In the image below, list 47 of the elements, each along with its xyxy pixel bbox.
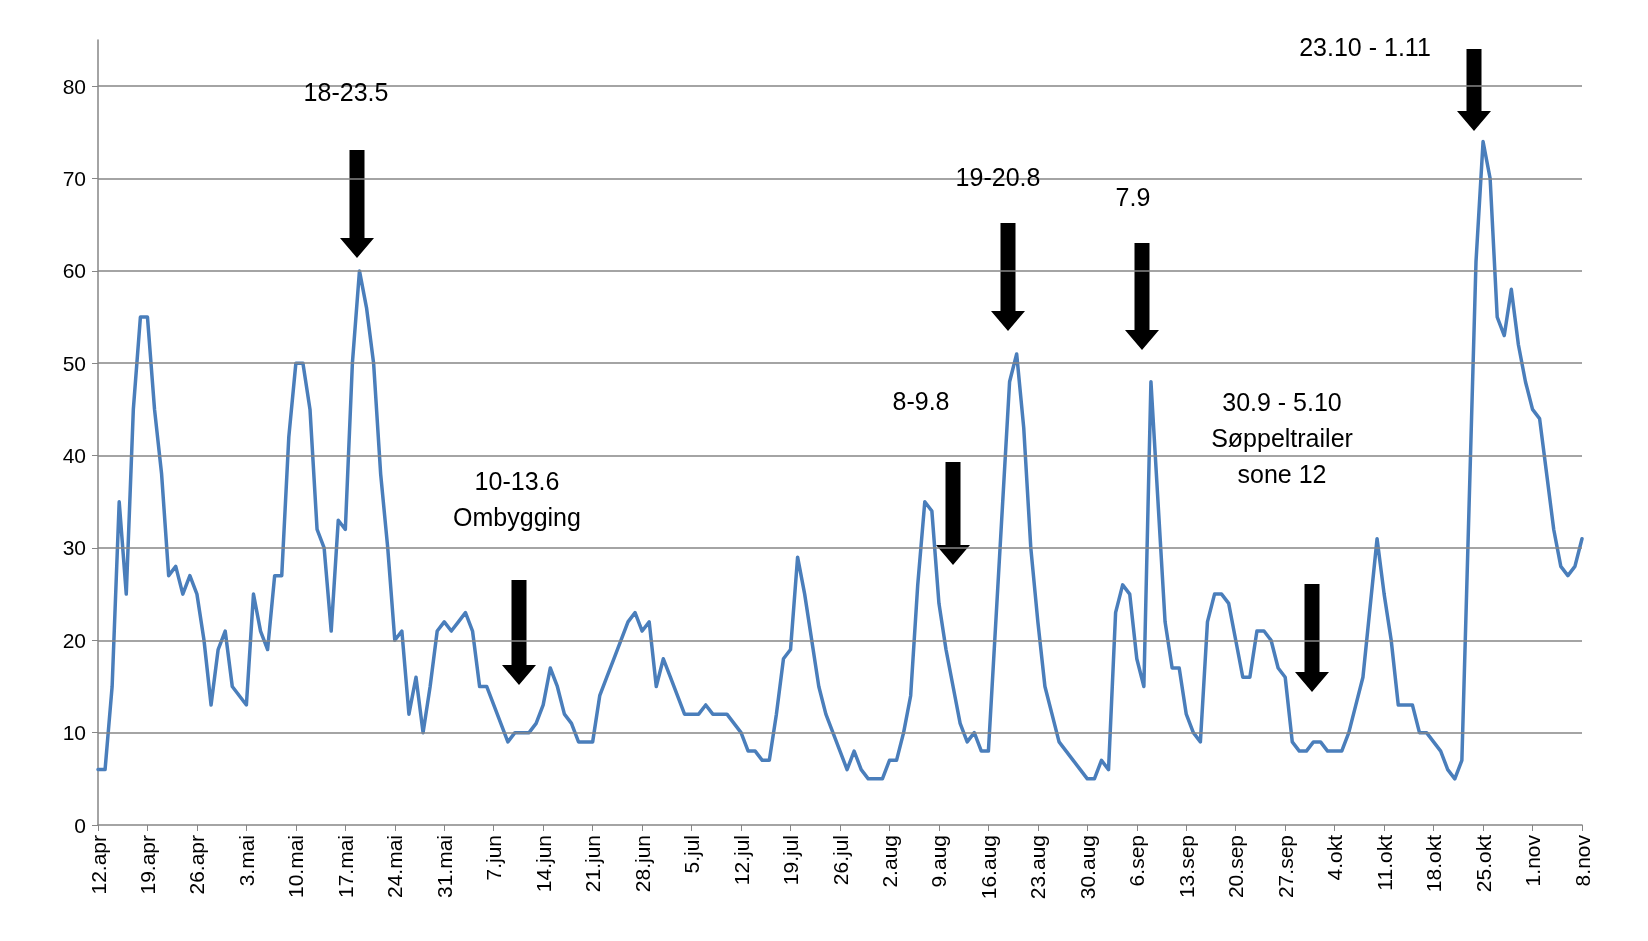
annotation: 7.9 — [1115, 182, 1151, 213]
x-tick-label: 9.aug — [927, 835, 951, 888]
x-tick-label: 26.apr — [185, 835, 209, 895]
annotation: 23.10 - 1.11 — [1299, 32, 1431, 63]
x-tick-label: 28.jun — [630, 835, 654, 893]
x-tick-label: 2.aug — [877, 835, 901, 888]
annotation: 19-20.8 — [955, 162, 1041, 193]
x-tick-label: 20.sep — [1224, 835, 1248, 899]
x-tick-label: 14.jun — [531, 835, 555, 893]
x-tick-label: 21.jun — [581, 835, 605, 893]
x-tick-label: 26.jul — [828, 835, 852, 886]
x-tick-label: 1.nov — [1521, 834, 1545, 887]
x-tick-label: 19.jul — [779, 835, 803, 886]
x-tick-label: 31.mai — [432, 835, 456, 899]
x-tick-label: 13.sep — [1174, 835, 1198, 899]
x-tick-label: 6.sep — [1125, 835, 1149, 887]
x-tick-label: 19.apr — [135, 835, 159, 895]
x-tick-label: 23.aug — [1026, 835, 1050, 900]
x-tick-label: 11.okt — [1372, 834, 1396, 891]
x-tick-label: 27.sep — [1273, 835, 1297, 899]
annotation: 8-9.8 — [892, 386, 950, 417]
y-tick-label: 30 — [62, 536, 86, 560]
y-tick-label: 80 — [62, 74, 86, 98]
y-tick-label: 10 — [62, 721, 86, 745]
x-tick-label: 12.jul — [729, 835, 753, 886]
x-tick-label: 24.mai — [383, 835, 407, 899]
y-tick-label: 0 — [74, 813, 86, 837]
annotation: 10-13.6 Ombygging — [453, 466, 581, 533]
x-tick-label: 25.okt — [1471, 834, 1495, 893]
x-tick-label: 16.aug — [976, 835, 1000, 900]
x-tick-label: 4.okt — [1323, 834, 1347, 881]
y-tick-label: 70 — [62, 167, 86, 191]
x-tick-label: 17.mai — [333, 835, 357, 899]
y-tick-label: 40 — [62, 444, 86, 468]
x-tick-label: 3.mai — [234, 835, 258, 887]
x-tick-label: 18.okt — [1422, 834, 1446, 893]
x-tick-label: 7.jun — [482, 835, 506, 881]
x-tick-label: 5.jul — [680, 835, 704, 874]
y-tick-label: 50 — [62, 351, 86, 375]
y-tick-label: 20 — [62, 628, 86, 652]
annotation: 18-23.5 — [303, 77, 389, 108]
annotation: 30.9 - 5.10 Søppeltrailer sone 12 — [1211, 387, 1353, 490]
x-tick-label: 12.apr — [86, 835, 110, 895]
x-tick-label: 30.aug — [1075, 835, 1099, 900]
x-tick-label: 10.mai — [284, 835, 308, 899]
x-tick-label: 8.nov — [1570, 834, 1594, 887]
y-tick-label: 60 — [62, 259, 86, 283]
